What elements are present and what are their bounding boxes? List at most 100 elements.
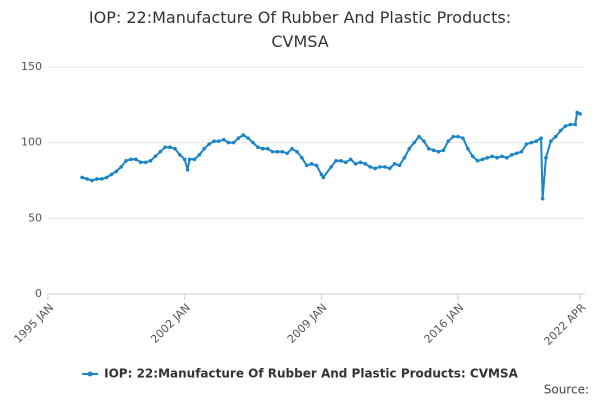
point (553, 134, 558, 139)
point (407, 146, 412, 151)
point (524, 142, 529, 146)
point (490, 154, 495, 159)
point (500, 154, 504, 159)
point (446, 139, 451, 143)
point (540, 196, 545, 201)
legend-marker (87, 371, 93, 377)
point (495, 156, 499, 160)
point (441, 148, 446, 153)
point (231, 140, 236, 145)
point (153, 154, 158, 159)
point (534, 139, 538, 143)
point (185, 168, 190, 172)
x-tick-label: 1995 JAN (11, 301, 56, 346)
point (265, 146, 270, 151)
point (80, 175, 84, 180)
point (539, 136, 543, 140)
point (309, 162, 314, 166)
point (549, 139, 553, 143)
point (99, 177, 104, 181)
point (578, 112, 582, 116)
point (192, 157, 197, 162)
point (119, 165, 124, 169)
point (485, 156, 490, 160)
point (451, 134, 455, 139)
point (422, 139, 426, 143)
point (256, 145, 260, 150)
point (280, 149, 285, 154)
source: Source: (544, 383, 589, 397)
point (573, 122, 578, 127)
point (392, 162, 397, 166)
point (519, 149, 524, 154)
point (461, 136, 465, 140)
point (138, 160, 143, 165)
point (343, 160, 348, 165)
point (397, 163, 402, 168)
point (109, 172, 114, 177)
y-tick-label: 100 (21, 136, 42, 149)
point (178, 152, 182, 157)
point (348, 157, 353, 162)
point (270, 149, 275, 154)
point (568, 122, 573, 127)
point (275, 149, 280, 154)
point (168, 145, 172, 150)
point (182, 157, 187, 162)
point (378, 165, 382, 169)
point (334, 159, 338, 163)
point (475, 159, 480, 163)
point (221, 137, 226, 142)
point (387, 166, 392, 171)
point (339, 159, 343, 163)
x-tick-label: 2002 JAN (148, 301, 193, 346)
chart-title: IOP: 22:Manufacture Of Rubber And Plasti… (89, 8, 511, 51)
point (295, 149, 299, 154)
point (363, 162, 368, 166)
point (466, 146, 470, 151)
point (251, 140, 255, 145)
point (575, 110, 579, 115)
point (314, 163, 319, 168)
point (558, 128, 563, 133)
point (509, 152, 514, 157)
point (383, 165, 387, 169)
point (373, 166, 377, 171)
point (319, 172, 324, 177)
point (90, 178, 94, 183)
point (290, 146, 294, 151)
point (104, 175, 109, 180)
point (187, 157, 192, 162)
point (143, 160, 148, 165)
point (236, 136, 241, 140)
point (304, 163, 309, 168)
point (226, 140, 231, 145)
x-tick-label: 2022 APR (541, 301, 588, 348)
point (197, 152, 202, 157)
point (95, 177, 99, 181)
point (212, 139, 216, 143)
point (202, 146, 207, 151)
point (402, 156, 407, 160)
point (207, 142, 211, 146)
point (285, 151, 290, 156)
x-tick-label: 2016 JAN (422, 301, 467, 346)
point (368, 165, 373, 169)
y-tick-label: 150 (21, 60, 42, 73)
point (163, 145, 167, 150)
point (148, 159, 153, 163)
point (217, 139, 221, 143)
point (353, 162, 358, 166)
point (544, 156, 548, 160)
point (134, 157, 138, 162)
point (261, 146, 265, 151)
point (563, 124, 568, 128)
point (129, 157, 133, 162)
point (158, 149, 163, 154)
point (505, 156, 509, 160)
point (358, 160, 363, 165)
point (329, 165, 333, 169)
point (529, 140, 534, 145)
point (85, 177, 89, 181)
point (431, 148, 436, 153)
